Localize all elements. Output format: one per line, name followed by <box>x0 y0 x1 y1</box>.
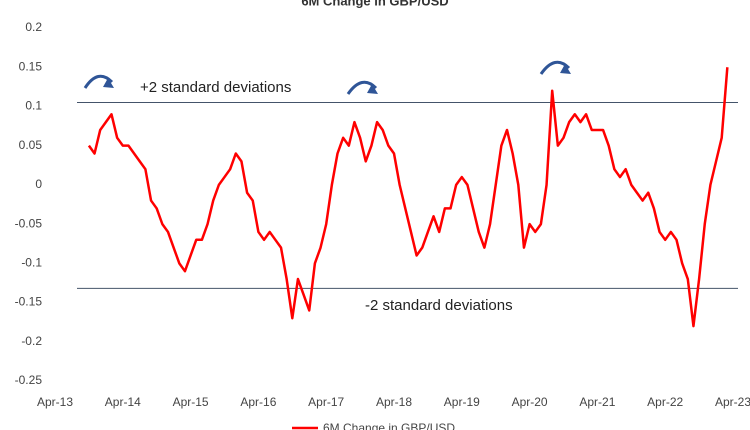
x-tick-label: Apr-14 <box>105 395 141 409</box>
arrow <box>346 80 378 95</box>
y-tick-label: -0.2 <box>21 334 42 348</box>
legend-label: 6M Change in GBP/USD <box>323 421 455 430</box>
x-tick-label: Apr-17 <box>308 395 344 409</box>
arrow <box>539 60 571 75</box>
y-tick-label: -0.25 <box>15 373 43 387</box>
x-tick-label: Apr-23 <box>715 395 750 409</box>
x-tick-label: Apr-19 <box>444 395 480 409</box>
y-tick-label: -0.1 <box>21 256 42 270</box>
x-tick-label: Apr-20 <box>512 395 548 409</box>
y-tick-label: 0.15 <box>19 59 43 73</box>
chart-title: 6M Change in GBP/USD <box>301 0 448 8</box>
arrow-head <box>103 78 114 88</box>
y-tick-label: 0.1 <box>25 99 42 113</box>
arrow <box>83 74 114 89</box>
x-tick-label: Apr-15 <box>173 395 209 409</box>
annotation: +2 standard deviations <box>140 79 291 96</box>
data-line <box>87 67 729 328</box>
x-tick-label: Apr-16 <box>240 395 276 409</box>
x-tick-label: Apr-21 <box>579 395 615 409</box>
y-tick-label: 0.2 <box>25 20 42 34</box>
y-tick-label: 0.05 <box>19 138 43 152</box>
x-tick-label: Apr-18 <box>376 395 412 409</box>
arrow-head <box>367 84 378 94</box>
y-tick-label: -0.15 <box>15 295 43 309</box>
y-tick-label: -0.05 <box>15 216 43 230</box>
arrows <box>83 60 571 95</box>
y-tick-label: 0 <box>35 177 42 191</box>
annotation: -2 standard deviations <box>365 297 513 314</box>
arrow-head <box>560 64 571 74</box>
x-tick-label: Apr-22 <box>647 395 683 409</box>
x-tick-label: Apr-13 <box>37 395 73 409</box>
